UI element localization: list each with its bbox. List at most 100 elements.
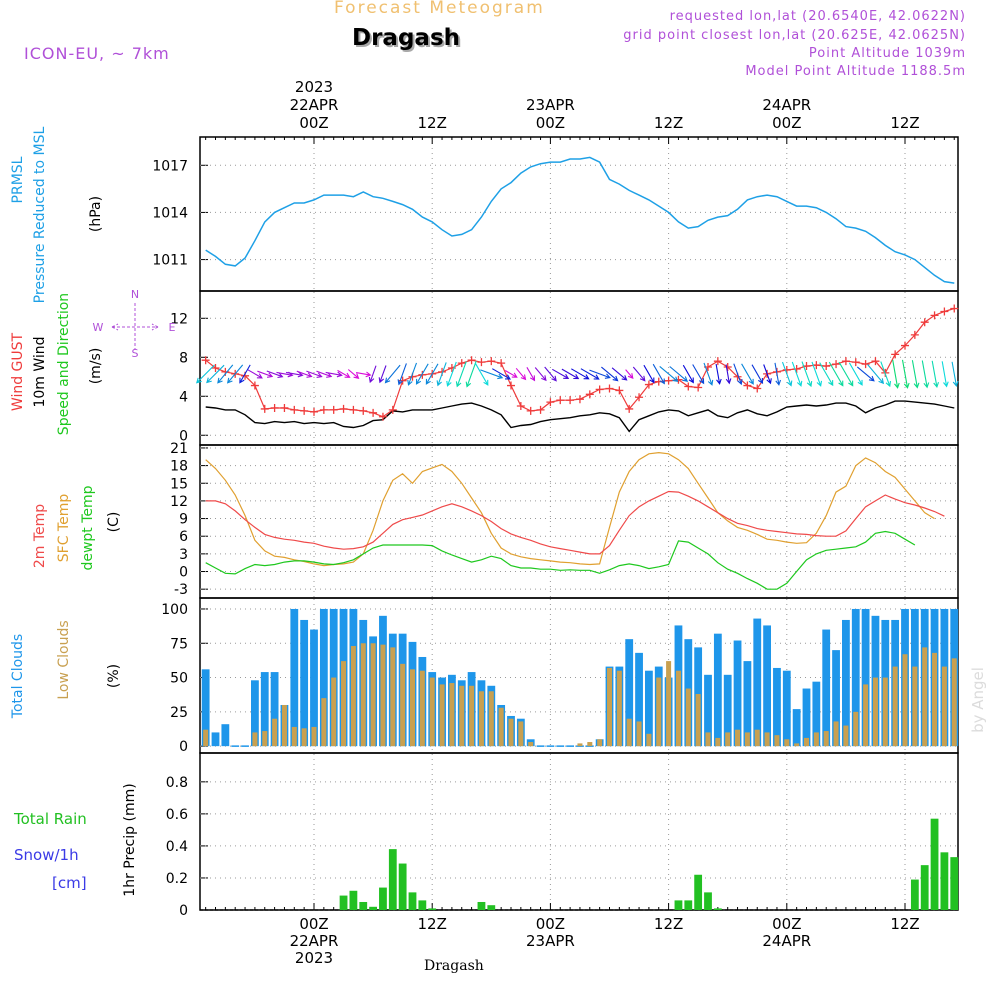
pressure-label-msl: Pressure Reduced to MSL	[32, 126, 48, 303]
gust-marker	[487, 357, 496, 366]
low-cloud-bar	[459, 685, 465, 747]
gust-marker	[290, 405, 299, 414]
wind-arrow	[941, 361, 949, 388]
total-cloud-bar	[851, 608, 860, 747]
total-cloud-bar	[782, 670, 791, 747]
wind-arrow	[632, 366, 646, 382]
wind-arrow	[504, 370, 518, 378]
low-cloud-bar	[853, 711, 859, 747]
gust-marker	[615, 386, 624, 395]
wind-dir-label: Speed and Direction	[56, 293, 72, 435]
rain-bar	[910, 879, 919, 910]
gust-marker	[901, 341, 909, 350]
wind-arrow	[384, 364, 401, 384]
wind-tick-label: 8	[179, 350, 188, 366]
clouds-tick-label: 75	[170, 636, 188, 652]
model-point-altitude: Model Point Altitude 1188.5m	[745, 64, 966, 79]
low-cloud-bar	[666, 661, 672, 747]
low-cloud-bar	[872, 677, 878, 747]
wind-arrow	[534, 367, 547, 382]
temp-tick-label: 3	[179, 547, 188, 563]
wind-arrow	[378, 365, 387, 384]
low-cloud-bar	[863, 684, 869, 747]
low-cloud-bar	[380, 644, 386, 747]
precip-tick-label: 0	[179, 903, 188, 919]
total-cloud-bar	[704, 674, 712, 747]
gust-marker	[930, 311, 939, 320]
gust-marker	[349, 405, 358, 414]
wind-arrow	[286, 371, 304, 378]
total-cloud-bar	[635, 652, 643, 747]
wind-arrow	[474, 362, 489, 386]
wind-arrow	[725, 364, 732, 385]
sfc-temp-line	[205, 451, 935, 567]
total-clouds-label: Total Clouds	[10, 634, 26, 719]
low-cloud-bar	[774, 735, 780, 747]
wind-unit: (m/s)	[88, 348, 104, 385]
gust-marker	[516, 402, 525, 411]
low-cloud-bar	[488, 691, 494, 747]
wind-arrow	[715, 363, 722, 385]
low-cloud-bar	[902, 654, 908, 747]
clouds-unit: (%)	[106, 664, 122, 688]
low-cloud-bar	[882, 677, 888, 747]
model-label: ICON-EU, ~ 7km	[24, 44, 170, 63]
low-cloud-bar	[577, 743, 583, 747]
gust-marker	[940, 307, 949, 316]
low-cloud-bar	[833, 721, 839, 747]
top-time-label: 12Z	[654, 114, 683, 132]
total-cloud-bar	[822, 629, 831, 747]
temp-tick-label: 18	[170, 459, 188, 475]
wind-arrow	[480, 369, 504, 380]
wind-arrow	[880, 361, 892, 388]
total-cloud-bar	[743, 661, 752, 747]
rain-bar	[379, 887, 387, 910]
gust-marker	[694, 383, 703, 392]
wind-arrow	[819, 362, 834, 387]
gust-marker	[477, 358, 486, 367]
low-cloud-bar	[321, 698, 327, 747]
temp-tick-label: -3	[174, 582, 188, 598]
rain-bar	[684, 900, 693, 910]
gust-marker	[339, 404, 348, 413]
wind-arrow	[544, 366, 557, 382]
total-cloud-bar	[300, 619, 309, 747]
gust-marker	[644, 380, 653, 389]
gust-marker	[300, 406, 309, 415]
rain-bar	[428, 908, 437, 910]
low-clouds-label: Low Clouds	[56, 620, 72, 699]
low-cloud-bar	[281, 704, 287, 747]
low-cloud-bar	[646, 733, 652, 747]
low-cloud-bar	[685, 688, 691, 747]
gust-marker	[359, 406, 368, 415]
wind-arrow	[921, 360, 930, 389]
low-cloud-bar	[331, 677, 337, 747]
wind-arrow	[571, 368, 590, 380]
wind-arrow	[465, 360, 477, 388]
low-cloud-bar	[498, 707, 504, 747]
gust-marker	[536, 405, 545, 414]
low-cloud-bar	[410, 669, 415, 747]
low-cloud-bar	[360, 643, 366, 747]
dewpt-label: dewpt Temp	[80, 485, 96, 570]
bottom-time-label: 24APR	[762, 932, 811, 950]
wind-arrow	[266, 370, 284, 379]
total-cloud-bar	[270, 672, 279, 747]
top-time-label: 00Z	[536, 114, 565, 132]
wind-arrow	[316, 370, 333, 378]
top-time-label: 23APR	[526, 96, 575, 114]
bottom-time-label: 00Z	[299, 915, 328, 933]
low-cloud-bar	[301, 728, 307, 747]
low-cloud-bar	[597, 739, 603, 747]
wind-arrow	[733, 363, 743, 386]
wind-arrow	[347, 369, 360, 379]
wind-arrow	[848, 362, 863, 386]
total-cloud-bar	[812, 681, 821, 747]
wind-arrow	[951, 361, 959, 388]
pressure-label-prmsl: PRMSL	[10, 156, 26, 203]
top-time-label: 2023	[295, 78, 333, 96]
low-cloud-bar	[262, 731, 268, 747]
requested-coords: requested lon,lat (20.6540E, 42.0622N)	[669, 9, 966, 24]
wind-arrow	[791, 361, 803, 387]
low-cloud-bar	[203, 729, 209, 747]
